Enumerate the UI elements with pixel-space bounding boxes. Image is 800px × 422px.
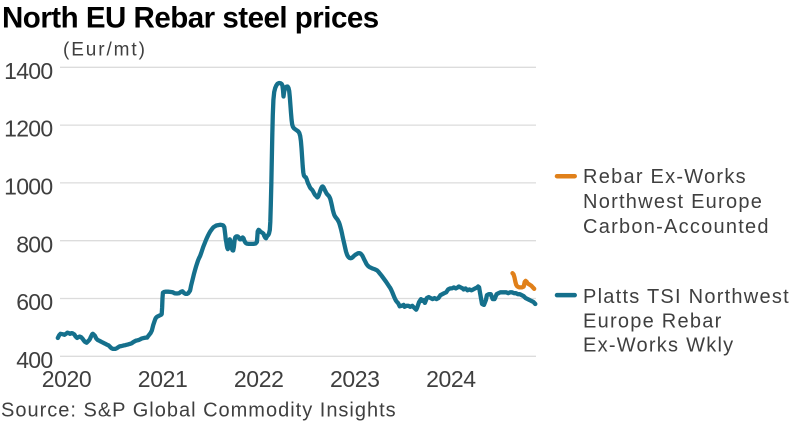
svg-text:600: 600: [16, 289, 52, 315]
svg-text:Carbon-Accounted: Carbon-Accounted: [583, 216, 770, 238]
svg-text:2024: 2024: [426, 366, 476, 392]
svg-text:2022: 2022: [234, 366, 284, 392]
svg-text:Europe Rebar: Europe Rebar: [583, 310, 723, 332]
svg-text:800: 800: [16, 231, 52, 257]
svg-text:400: 400: [16, 347, 52, 373]
svg-text:North EU Rebar steel prices: North EU Rebar steel prices: [2, 2, 379, 35]
svg-text:1400: 1400: [4, 58, 52, 84]
svg-text:1000: 1000: [4, 174, 52, 200]
svg-text:1200: 1200: [4, 116, 52, 142]
svg-text:Source: S&P Global Commodity I: Source: S&P Global Commodity Insights: [1, 400, 397, 422]
svg-text:Ex-Works Wkly: Ex-Works Wkly: [583, 335, 734, 357]
svg-text:Platts TSI Northwest: Platts TSI Northwest: [583, 286, 790, 308]
svg-text:2020: 2020: [42, 366, 92, 392]
svg-text:2021: 2021: [138, 366, 188, 392]
svg-text:(Eur/mt): (Eur/mt): [63, 40, 147, 61]
svg-text:2023: 2023: [330, 366, 380, 392]
svg-text:Northwest Europe: Northwest Europe: [583, 191, 763, 213]
svg-text:Rebar Ex-Works: Rebar Ex-Works: [583, 166, 747, 188]
